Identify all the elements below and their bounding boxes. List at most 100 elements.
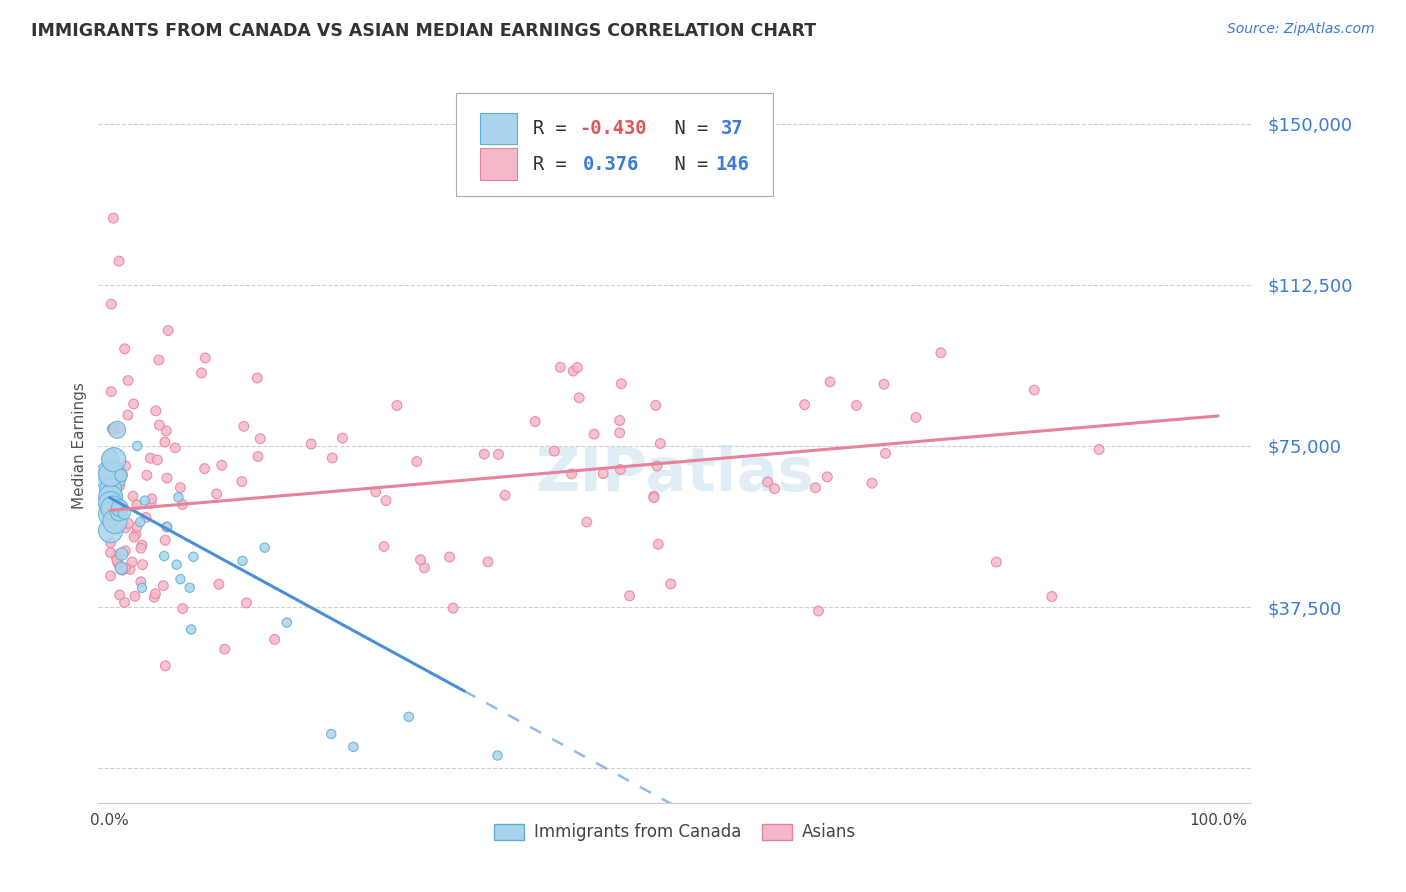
Point (148, 353, 170, 368)
Point (101, 501, 124, 516)
Point (156, 471, 179, 485)
Point (232, 419, 254, 434)
Point (114, 595, 136, 609)
Point (131, 538, 153, 552)
Point (156, 520, 179, 534)
Point (107, 421, 129, 435)
Point (246, 371, 269, 385)
Point (342, 739, 364, 754)
Point (103, 211, 125, 226)
Point (439, 549, 461, 564)
Point (111, 563, 134, 577)
Point (114, 544, 136, 558)
Point (100, 545, 122, 559)
Point (246, 450, 269, 464)
Point (105, 423, 128, 437)
Point (441, 601, 464, 615)
Point (117, 408, 139, 422)
Point (153, 549, 176, 563)
Point (129, 541, 152, 556)
Point (105, 549, 128, 564)
Point (100, 451, 122, 466)
Point (155, 424, 177, 438)
Point (111, 547, 134, 561)
Point (105, 553, 128, 567)
Point (488, 447, 510, 461)
FancyBboxPatch shape (456, 93, 773, 196)
Point (550, 360, 572, 375)
Point (205, 487, 228, 501)
Point (100, 535, 122, 549)
Point (104, 493, 127, 508)
Point (472, 447, 495, 461)
Point (100, 503, 122, 517)
Point (643, 489, 665, 503)
Text: 146: 146 (716, 154, 749, 174)
Point (373, 540, 395, 554)
Point (121, 555, 143, 569)
Point (124, 589, 146, 603)
Point (108, 506, 131, 520)
Point (100, 384, 122, 399)
Point (249, 432, 271, 446)
Point (114, 342, 136, 356)
Point (105, 462, 128, 476)
Point (165, 441, 187, 455)
Point (190, 366, 212, 380)
Point (818, 375, 841, 389)
Point (100, 524, 122, 538)
Point (100, 297, 122, 311)
Point (211, 458, 233, 473)
Point (413, 561, 436, 575)
Point (166, 558, 188, 572)
Point (643, 491, 665, 505)
Text: N =: N = (652, 154, 720, 174)
Point (1040, 590, 1063, 604)
Point (494, 488, 516, 502)
Point (127, 439, 149, 453)
Point (107, 557, 129, 571)
Point (122, 397, 145, 411)
Point (107, 508, 129, 522)
Point (157, 324, 180, 338)
Point (100, 490, 122, 504)
Point (100, 467, 122, 482)
Point (929, 346, 952, 360)
Text: IMMIGRANTS FROM CANADA VS ASIAN MEDIAN EARNINGS CORRELATION CHART: IMMIGRANTS FROM CANADA VS ASIAN MEDIAN E… (31, 22, 815, 40)
Point (131, 581, 153, 595)
Point (145, 404, 167, 418)
Point (1024, 383, 1046, 397)
Point (141, 491, 163, 506)
Point (398, 710, 420, 724)
Point (146, 453, 169, 467)
Point (155, 658, 177, 673)
Point (583, 427, 606, 442)
Point (103, 452, 125, 467)
Point (122, 530, 145, 544)
Point (114, 506, 136, 520)
Point (659, 577, 682, 591)
Point (117, 516, 139, 531)
Point (125, 527, 148, 541)
Point (321, 727, 343, 741)
Point (180, 623, 202, 637)
Text: 0.376: 0.376 (582, 154, 638, 174)
Point (845, 399, 868, 413)
Point (125, 498, 148, 512)
Point (169, 481, 191, 495)
Point (100, 476, 122, 491)
Point (167, 491, 190, 505)
Point (122, 489, 145, 503)
Point (804, 481, 827, 495)
Point (101, 485, 124, 500)
Point (114, 521, 136, 535)
Point (815, 470, 838, 484)
Point (568, 391, 591, 405)
Point (103, 423, 125, 437)
Point (105, 476, 128, 491)
Point (100, 469, 122, 483)
Point (807, 604, 830, 618)
Point (155, 533, 177, 548)
Point (756, 475, 779, 489)
Point (860, 476, 883, 491)
